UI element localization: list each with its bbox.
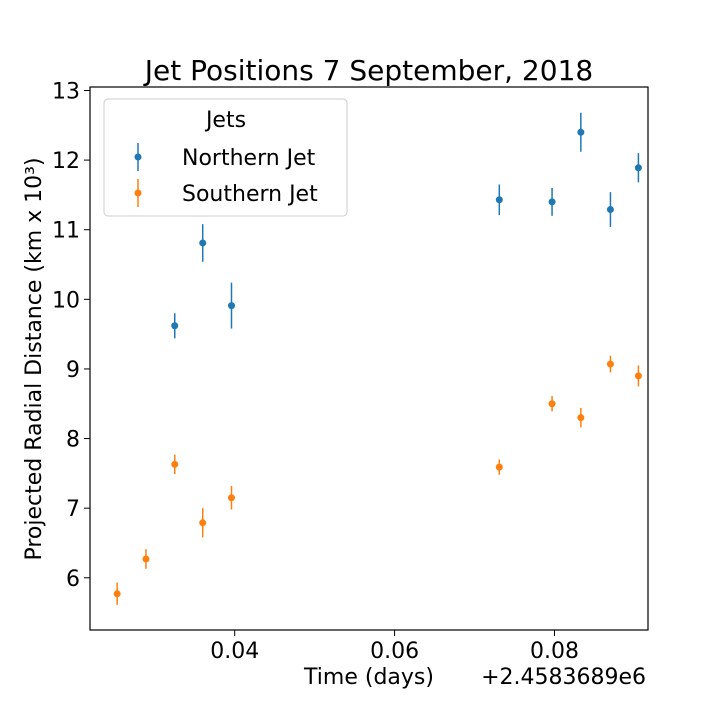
y-tick-label: 10 <box>52 288 80 313</box>
x-tick-label: 0.08 <box>530 639 579 664</box>
y-tick-label: 9 <box>66 358 80 383</box>
data-point <box>113 590 121 598</box>
y-tick-label: 13 <box>52 79 80 104</box>
series-layer <box>113 112 642 605</box>
x-tick-label: 0.06 <box>370 639 419 664</box>
legend-title: Jets <box>204 108 246 133</box>
data-point <box>495 196 503 204</box>
data-point <box>199 239 207 247</box>
legend-entries: Northern Jet Southern Jet <box>134 143 318 207</box>
y-axis-ticks: 6 7 8 9 10 11 12 13 <box>52 79 90 592</box>
data-point <box>548 400 556 408</box>
series-southern-jet <box>113 355 642 605</box>
data-point <box>142 555 150 563</box>
data-point <box>171 460 179 468</box>
y-tick-label: 11 <box>52 219 80 244</box>
x-axis-offset-label: +2.4583689e6 <box>481 665 646 690</box>
x-axis-ticks: 0.04 0.06 0.08 <box>210 630 579 664</box>
data-point <box>171 322 179 330</box>
data-point <box>227 302 235 310</box>
y-tick-label: 8 <box>66 428 80 453</box>
legend-box <box>103 98 348 217</box>
data-point <box>199 519 207 527</box>
legend: Jets Northern Jet Southern Jet <box>103 98 348 217</box>
legend-marker <box>134 153 142 161</box>
x-tick-label: 0.04 <box>210 639 259 664</box>
series-northern-jet <box>171 112 642 339</box>
plot-area <box>89 86 649 631</box>
chart-title: Jet Positions 7 September, 2018 <box>143 54 593 87</box>
legend-marker <box>134 189 142 197</box>
data-point <box>634 164 642 172</box>
y-axis-label: Projected Radial Distance (km x 10³) <box>22 157 47 560</box>
data-point <box>634 372 642 380</box>
y-tick-label: 12 <box>52 149 80 174</box>
y-tick-label: 6 <box>66 567 80 592</box>
data-point <box>606 360 614 368</box>
x-axis-label: Time (days) <box>303 665 434 690</box>
data-point <box>577 414 585 422</box>
legend-label: Northern Jet <box>182 146 316 171</box>
y-tick-label: 7 <box>66 497 80 522</box>
data-point <box>577 128 585 136</box>
legend-label: Southern Jet <box>182 182 318 207</box>
data-point <box>548 198 556 206</box>
data-point <box>495 463 503 471</box>
data-point <box>606 206 614 214</box>
data-point <box>227 494 235 502</box>
